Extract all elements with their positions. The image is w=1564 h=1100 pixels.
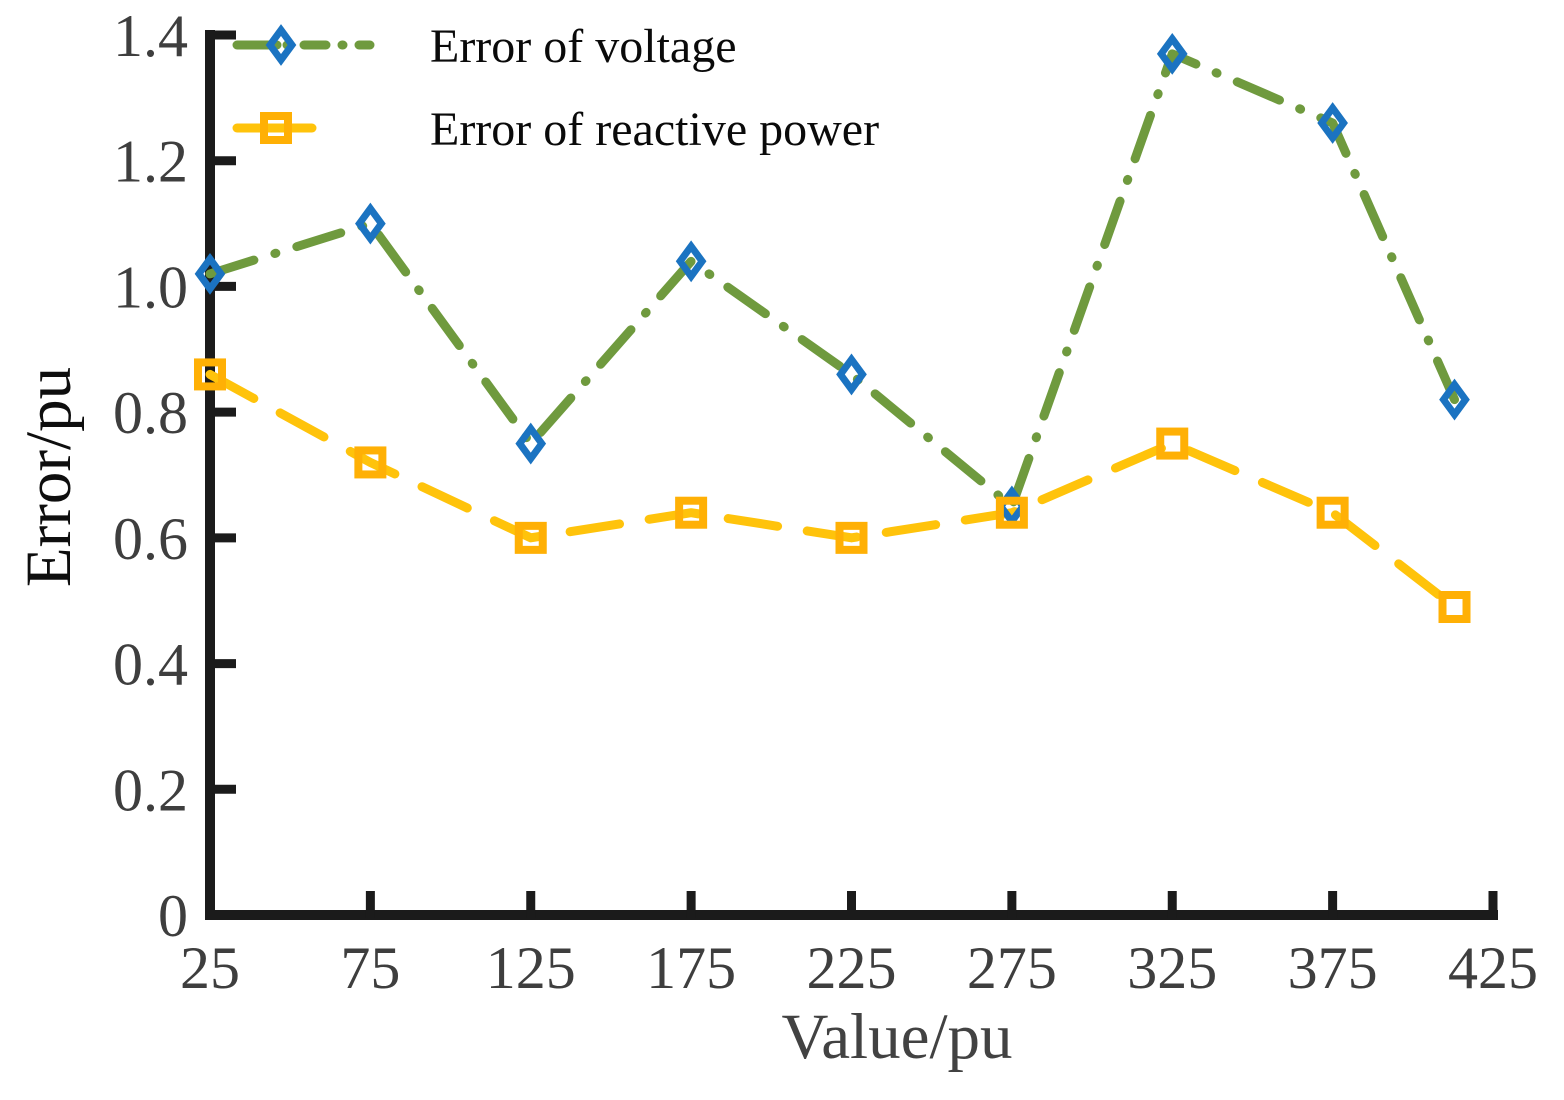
x-axis-title: Value/pu — [781, 1001, 1012, 1073]
x-tick-label: 125 — [486, 935, 576, 1001]
x-tick-label: 375 — [1288, 935, 1378, 1001]
marker-square-error-of-reactive-power — [514, 521, 547, 554]
x-tick-label: 25 — [180, 935, 240, 1001]
legend: Error of voltage Error of reactive power — [232, 20, 879, 156]
x-tick-label: 75 — [340, 935, 400, 1001]
x-tick-label: 175 — [646, 935, 736, 1001]
marker-square-error-of-reactive-power — [194, 358, 226, 391]
marker-diamond-error-of-voltage — [675, 240, 707, 283]
y-tick-label: 1.0 — [113, 254, 188, 320]
y-tick-label: 0.6 — [113, 506, 188, 572]
marker-square-error-of-reactive-power — [835, 521, 868, 554]
marker-square-error-of-reactive-power — [1156, 427, 1189, 460]
marker-diamond-error-of-voltage — [355, 202, 386, 245]
y-tick-label: 1.4 — [113, 3, 188, 69]
marker-diamond-error-of-voltage — [1439, 378, 1470, 421]
marker-square-error-of-reactive-power — [1438, 591, 1471, 623]
series-line-error-of-reactive-power — [205, 369, 1460, 612]
y-tick-label: 0.4 — [113, 632, 188, 698]
legend-marker-diamond — [265, 24, 297, 66]
marker-diamond-error-of-voltage — [836, 353, 867, 396]
y-tick-label: 1.2 — [113, 129, 188, 195]
series-line-error-of-voltage — [205, 49, 1460, 511]
y-tick-label: 0.8 — [113, 380, 188, 446]
legend-label-error-of-reactive-power: Error of reactive power — [430, 103, 879, 156]
legend-marker-square — [260, 112, 292, 144]
x-tick-label: 225 — [807, 935, 897, 1001]
legend-label-error-of-voltage: Error of voltage — [430, 20, 737, 73]
x-tick-label: 325 — [1127, 935, 1217, 1001]
marker-diamond-error-of-voltage — [515, 422, 547, 465]
x-tick-label: 425 — [1448, 935, 1538, 1001]
marker-diamond-error-of-voltage — [194, 252, 226, 295]
y-tick-label: 0.2 — [113, 757, 188, 823]
marker-diamond-error-of-voltage — [1317, 102, 1348, 144]
marker-square-error-of-reactive-power — [995, 496, 1028, 529]
y-axis-title: Error/pu — [13, 367, 85, 587]
y-tick-label: 0 — [158, 883, 188, 949]
marker-square-error-of-reactive-power — [354, 446, 387, 479]
marker-square-error-of-reactive-power — [675, 496, 708, 529]
marker-diamond-error-of-voltage — [1156, 32, 1188, 75]
marker-square-error-of-reactive-power — [1316, 496, 1349, 529]
x-tick-label: 275 — [967, 935, 1057, 1001]
